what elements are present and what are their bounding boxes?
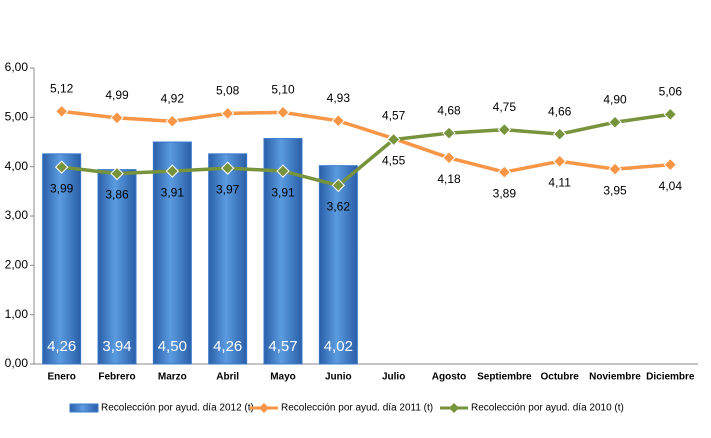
y-tick-label: 0,00: [5, 356, 29, 370]
value-label: 3,62: [327, 200, 351, 214]
marker: [497, 165, 512, 179]
x-tick-label: Octubre: [540, 372, 579, 383]
value-label: 4,55: [382, 154, 406, 168]
bar: [208, 153, 248, 365]
x-tick-label: Agosto: [432, 372, 466, 383]
line: [61, 112, 671, 188]
marker: [54, 160, 69, 174]
value-label: 4,18: [437, 172, 461, 186]
marker: [276, 105, 290, 120]
value-label: 3,95: [603, 183, 627, 197]
value-label: 5,06: [659, 85, 683, 99]
marker: [276, 164, 290, 178]
marker: [663, 157, 678, 172]
marker: [331, 178, 346, 193]
line: [61, 109, 671, 174]
x-tick-label: Septiembre: [477, 372, 532, 383]
bar-value-label: 4,02: [324, 338, 353, 355]
marker: [608, 162, 622, 176]
marker: [442, 126, 456, 140]
value-label: 4,93: [327, 91, 351, 105]
value-label: 4,92: [161, 91, 185, 105]
legend-label: Recolección por ayud. día 2010 (t): [471, 403, 624, 414]
marker: [331, 114, 346, 128]
bar-value-label: 3,94: [102, 338, 131, 355]
marker: [497, 122, 512, 137]
marker: [110, 111, 124, 125]
marker: [663, 107, 678, 122]
value-label: 5,10: [271, 83, 295, 97]
value-label: 4,66: [548, 104, 572, 118]
value-label: 4,75: [493, 100, 517, 114]
bar-value-label: 4,26: [213, 338, 242, 355]
bar-value-label: 4,26: [47, 338, 76, 355]
value-label: 3,97: [216, 182, 240, 196]
x-tick-label: Abril: [216, 372, 239, 383]
bar: [97, 169, 137, 365]
y-tick-label: 1,00: [5, 307, 29, 321]
legend-marker: [449, 403, 459, 413]
legend-label: Recolección por ayud. día 2011 (t): [281, 403, 433, 414]
value-label: 4,11: [548, 175, 571, 189]
x-tick-label: Noviembre: [589, 372, 641, 383]
bar-value-label: 4,57: [268, 338, 297, 355]
y-tick-label: 3,00: [5, 208, 29, 222]
y-tick-label: 4,00: [5, 159, 29, 173]
legend-swatch: [69, 403, 99, 413]
value-label: 3,91: [161, 185, 185, 199]
x-tick-label: Marzo: [158, 372, 187, 383]
x-tick-label: Febrero: [98, 372, 135, 383]
marker: [54, 104, 69, 119]
legend-label: Recolección por ayud. día 2012 (t): [101, 403, 254, 414]
value-label: 4,90: [603, 92, 627, 106]
x-tick-label: Junio: [325, 372, 352, 383]
bar: [42, 153, 82, 365]
value-label: 3,86: [105, 188, 129, 202]
y-tick-label: 5,00: [5, 110, 29, 124]
marker: [220, 161, 235, 175]
x-tick-label: Julio: [382, 372, 405, 383]
marker: [110, 166, 124, 181]
bar: [318, 165, 358, 365]
value-label: 5,12: [50, 82, 74, 96]
marker: [220, 106, 235, 121]
value-label: 3,89: [493, 186, 517, 200]
y-tick-label: 6,00: [5, 60, 29, 74]
marker: [386, 132, 401, 147]
x-tick-label: Enero: [47, 372, 75, 383]
y-tick-label: 2,00: [5, 258, 29, 272]
value-label: 5,08: [216, 84, 240, 98]
legend-marker: [259, 403, 269, 413]
marker: [552, 127, 567, 141]
value-label: 4,04: [659, 179, 683, 193]
marker: [165, 164, 180, 178]
value-label: 4,68: [437, 103, 461, 117]
bar: [152, 141, 192, 365]
marker: [165, 114, 180, 128]
value-label: 4,57: [382, 109, 406, 123]
marker: [552, 154, 567, 168]
x-tick-label: Diciembre: [646, 372, 695, 383]
value-label: 3,99: [50, 181, 74, 195]
value-label: 4,99: [105, 88, 129, 102]
marker: [442, 151, 456, 165]
x-tick-label: Mayo: [270, 372, 296, 383]
value-label: 3,91: [271, 185, 295, 199]
marker: [608, 115, 622, 129]
bar-value-label: 4,50: [158, 338, 187, 355]
